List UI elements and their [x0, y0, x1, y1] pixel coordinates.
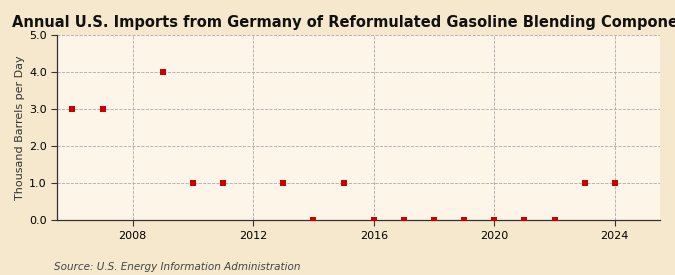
Point [278, 181, 289, 186]
Y-axis label: Thousand Barrels per Day: Thousand Barrels per Day [15, 56, 25, 200]
Point [338, 181, 349, 186]
Point [188, 181, 198, 186]
Point [97, 107, 108, 112]
Point [369, 218, 379, 222]
Point [519, 218, 530, 222]
Point [489, 218, 500, 222]
Point [579, 181, 590, 186]
Point [398, 218, 409, 222]
Text: Source: U.S. Energy Information Administration: Source: U.S. Energy Information Administ… [54, 262, 300, 272]
Point [610, 181, 620, 186]
Point [459, 218, 470, 222]
Point [157, 70, 168, 75]
Point [429, 218, 439, 222]
Point [67, 107, 78, 112]
Point [308, 218, 319, 222]
Point [549, 218, 560, 222]
Title: Annual U.S. Imports from Germany of Reformulated Gasoline Blending Components: Annual U.S. Imports from Germany of Refo… [12, 15, 675, 30]
Point [217, 181, 228, 186]
